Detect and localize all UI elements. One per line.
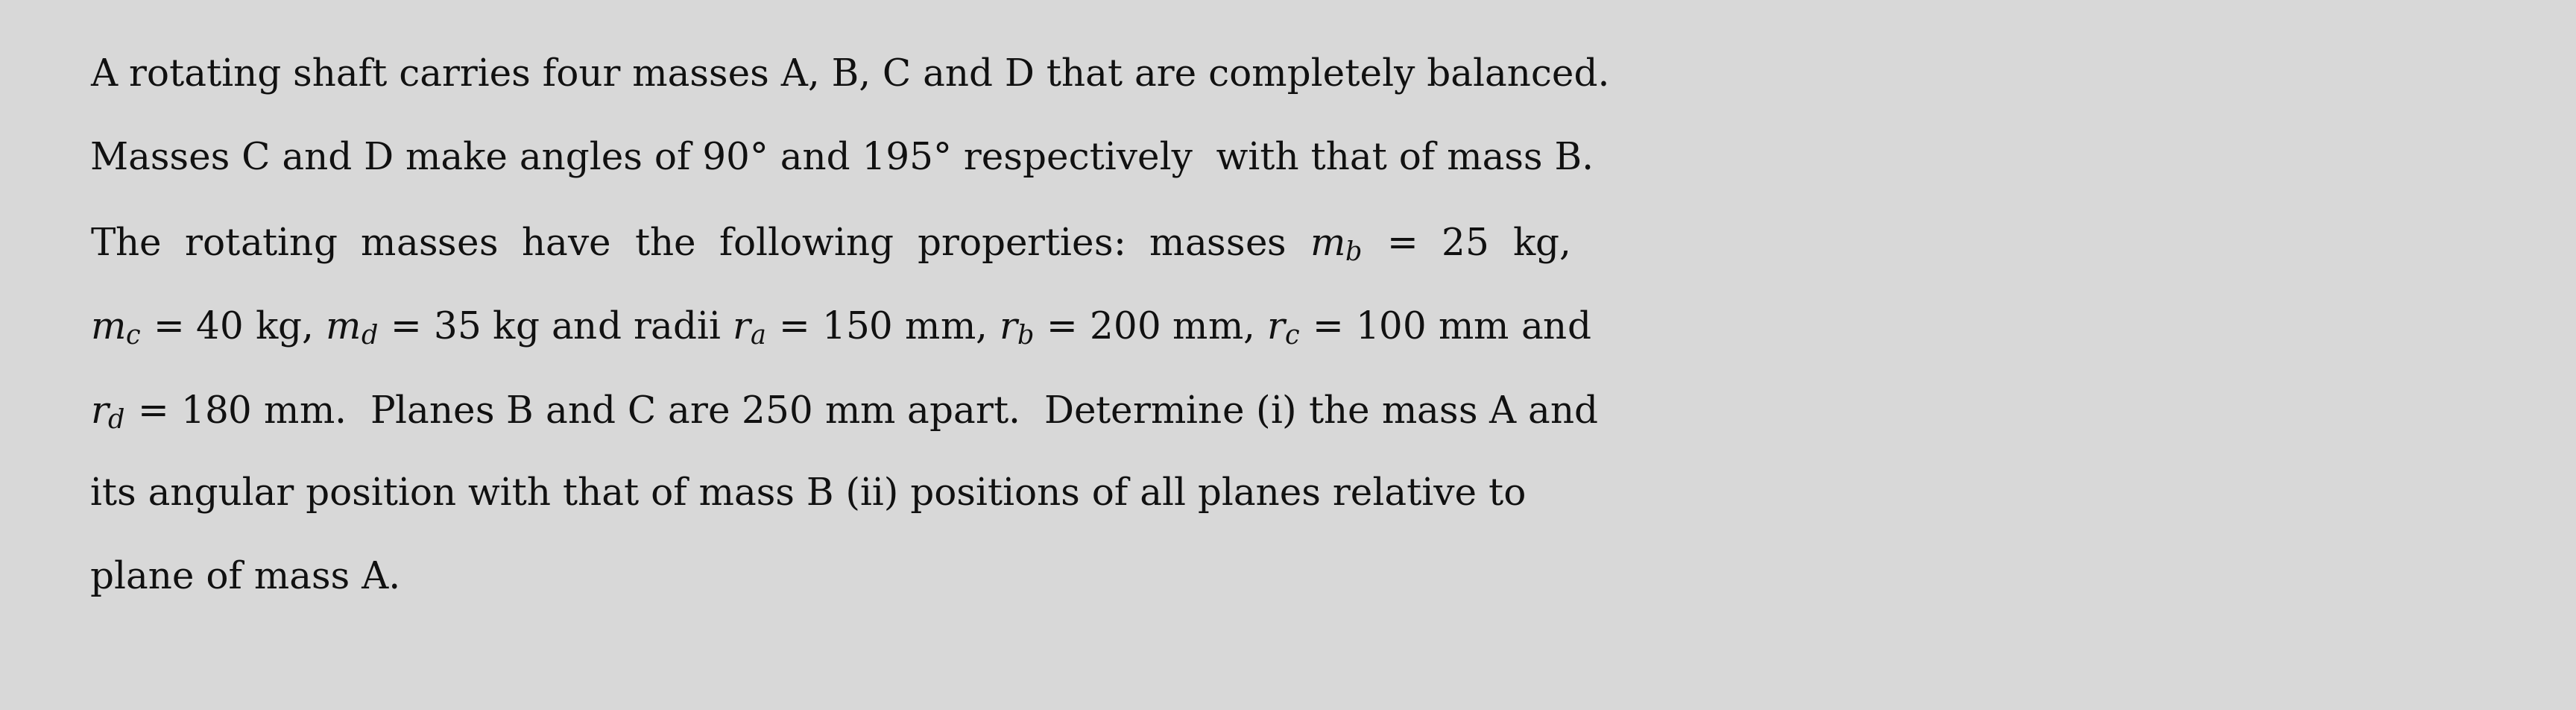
Text: its angular position with that of mass B (ii) positions of all planes relative t: its angular position with that of mass B…	[90, 476, 1525, 513]
Text: $m_c$ = 40 kg, $m_d$ = 35 kg and radii $r_a$ = 150 mm, $r_b$ = 200 mm, $r_c$ = 1: $m_c$ = 40 kg, $m_d$ = 35 kg and radii $…	[90, 308, 1592, 349]
Text: $r_d$ = 180 mm.  Planes B and C are 250 mm apart.  Determine (i) the mass A and: $r_d$ = 180 mm. Planes B and C are 250 m…	[90, 392, 1597, 432]
Text: Masses C and D make angles of 90° and 195° respectively  with that of mass B.: Masses C and D make angles of 90° and 19…	[90, 141, 1595, 178]
Text: A rotating shaft carries four masses A, B, C and D that are completely balanced.: A rotating shaft carries four masses A, …	[90, 57, 1610, 94]
Text: plane of mass A.: plane of mass A.	[90, 559, 399, 596]
Text: The  rotating  masses  have  the  following  properties:  masses  $m_b$  =  25  : The rotating masses have the following p…	[90, 224, 1569, 265]
